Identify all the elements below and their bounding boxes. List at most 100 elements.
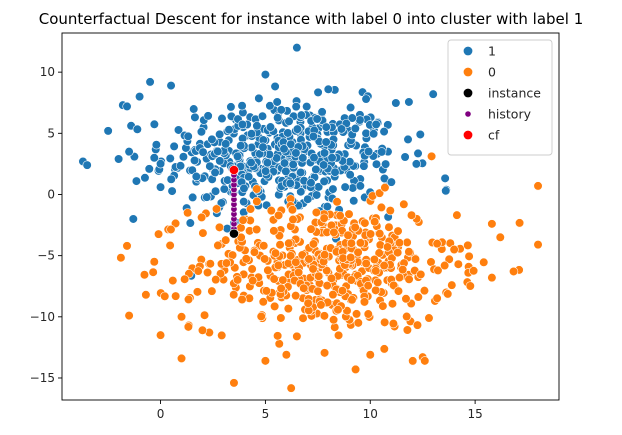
- point-series-1: [178, 152, 189, 162]
- x-axis: 0 5 10 15: [157, 400, 483, 421]
- point-series-0: [286, 251, 296, 261]
- point-series-1: [312, 190, 322, 200]
- point-series-0: [291, 257, 301, 267]
- point-series-0: [183, 208, 193, 218]
- point-series-0: [370, 217, 380, 227]
- point-series-1: [312, 114, 322, 124]
- point-series-0: [373, 277, 383, 288]
- point-series-1: [391, 98, 401, 108]
- point-series-0: [353, 247, 363, 257]
- point-series-0: [192, 287, 203, 297]
- point-series-0: [248, 276, 258, 286]
- point-series-0: [346, 238, 356, 248]
- point-series-0: [404, 247, 414, 257]
- point-series-0: [333, 330, 344, 340]
- point-series-0: [183, 294, 194, 305]
- point-series-1: [189, 104, 199, 114]
- point-series-0: [304, 254, 314, 264]
- point-series-0: [371, 285, 381, 295]
- point-series-1: [411, 159, 422, 169]
- point-series-0: [393, 286, 404, 296]
- point-series-0: [378, 301, 388, 311]
- point-series-1: [270, 81, 280, 92]
- point-series-1: [134, 92, 145, 102]
- point-series-1: [132, 124, 142, 134]
- point-series-0: [353, 318, 363, 328]
- point-series-1: [319, 148, 330, 158]
- point-series-0: [213, 240, 223, 251]
- point-series-0: [322, 280, 332, 291]
- point-series-1: [379, 126, 389, 137]
- point-series-0: [293, 267, 304, 278]
- point-series-1: [265, 101, 275, 111]
- point-series-0: [168, 275, 178, 286]
- point-series-1: [205, 161, 215, 171]
- point-series-0: [350, 364, 361, 375]
- point-series-1: [306, 178, 316, 188]
- point-series-1: [155, 159, 166, 169]
- point-series-1: [124, 147, 134, 157]
- point-series-0: [333, 305, 343, 315]
- y-tick-label: 5: [47, 126, 55, 140]
- point-series-0: [197, 325, 208, 335]
- point-series-0: [469, 266, 479, 276]
- point-series-1: [215, 129, 225, 139]
- point-series-0: [426, 151, 437, 161]
- point-series-1: [348, 183, 358, 193]
- point-series-1: [355, 115, 365, 125]
- point-series-1: [279, 158, 290, 168]
- point-series-0: [344, 209, 354, 219]
- point-series-0: [332, 197, 342, 207]
- legend-label: cf: [488, 128, 500, 143]
- point-series-0: [360, 218, 370, 228]
- point-series-0: [509, 266, 519, 277]
- point-series-1: [273, 113, 283, 123]
- point-series-0: [270, 301, 280, 311]
- point-series-0: [197, 212, 207, 223]
- point-series-1: [283, 128, 293, 138]
- legend-marker: [463, 130, 473, 140]
- point-series-1: [377, 147, 387, 157]
- point-series-1: [323, 84, 333, 94]
- point-series-0: [408, 356, 418, 366]
- point-series-0: [449, 244, 459, 255]
- point-series-0: [306, 224, 316, 234]
- point-series-1: [183, 131, 193, 141]
- point-series-0: [269, 274, 279, 284]
- point-series-1: [202, 192, 212, 202]
- point-series-0: [180, 274, 190, 284]
- point-series-0: [465, 281, 475, 291]
- point-series-1: [386, 177, 396, 187]
- point-series-0: [229, 290, 239, 300]
- point-series-1: [319, 160, 329, 170]
- point-series-0: [116, 253, 126, 263]
- point-series-0: [363, 281, 373, 291]
- point-series-0: [176, 312, 187, 322]
- point-series-1: [166, 174, 176, 184]
- point-series-0: [287, 205, 298, 215]
- point-series-1: [371, 119, 381, 130]
- point-series-0: [274, 339, 284, 349]
- point-series-cf: [229, 165, 239, 175]
- point-series-0: [416, 269, 426, 280]
- point-series-0: [379, 344, 389, 354]
- point-series-0: [319, 213, 329, 223]
- point-series-0: [211, 275, 221, 285]
- point-series-1: [145, 77, 155, 87]
- point-series-1: [166, 80, 176, 91]
- point-series-1: [296, 187, 306, 197]
- point-series-0: [393, 226, 403, 236]
- point-series-0: [533, 181, 543, 191]
- point-series-0: [402, 325, 412, 335]
- point-series-1: [302, 101, 312, 112]
- point-series-0: [148, 267, 158, 277]
- point-series-0: [241, 254, 251, 264]
- point-series-0: [363, 309, 373, 319]
- point-series-0: [447, 280, 457, 290]
- chart-title: Counterfactual Descent for instance with…: [39, 10, 584, 28]
- point-series-0: [394, 272, 405, 283]
- point-series-0: [311, 207, 321, 218]
- point-series-1: [215, 156, 225, 166]
- point-series-1: [350, 123, 360, 134]
- point-series-0: [443, 289, 453, 299]
